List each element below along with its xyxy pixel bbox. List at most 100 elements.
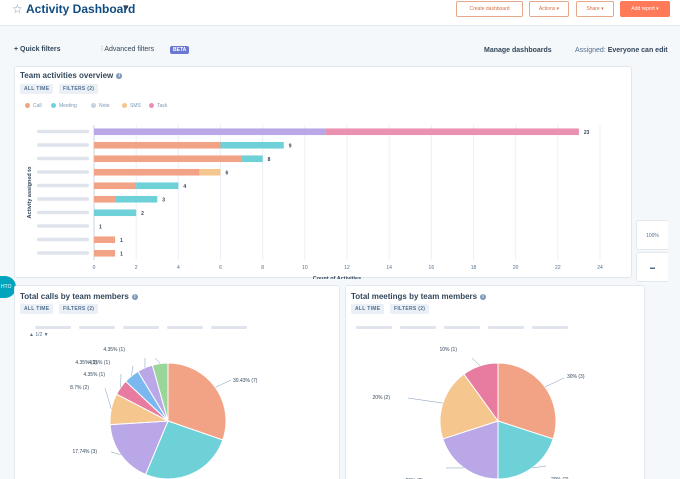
create-dashboard-button[interactable]: Create dashboard (456, 1, 523, 17)
bar-total-label: 23 (584, 130, 590, 136)
bar-total-label: 1 (120, 238, 123, 244)
bar-segment (94, 249, 116, 257)
share-button[interactable]: Share ▾ (576, 1, 614, 17)
filters-pill[interactable]: FILTERS (2) (59, 304, 99, 314)
pie-leader-line (407, 397, 443, 404)
bar-segment (94, 168, 200, 176)
x-tick-label: 12 (344, 265, 350, 271)
x-tick-label: 14 (386, 265, 392, 271)
legend-item-call: Call (25, 103, 42, 109)
info-icon[interactable]: i (480, 294, 487, 300)
pie-slice-label: 30.43% (7) (233, 378, 258, 384)
meetings-pie-chart: 30% (3)20% (2)20% (2)20% (2)10% (1) (356, 326, 585, 479)
legend-label: Meeting (59, 103, 77, 109)
x-tick-label: 6 (219, 265, 222, 271)
bar-total-label: 4 (183, 184, 186, 190)
info-icon[interactable]: i (116, 73, 123, 79)
date-range-pill[interactable]: ALL TIME (351, 304, 385, 314)
favorite-star-icon[interactable]: ☆ (12, 2, 23, 16)
info-icon[interactable]: i (131, 294, 138, 300)
date-range-pill[interactable]: ALL TIME (20, 304, 54, 314)
legend-label: Note (99, 103, 110, 109)
y-category-label-blurred (37, 210, 89, 215)
legend-item-blurred (211, 326, 247, 329)
chat-icon: ▬ (650, 265, 655, 271)
legend-item-blurred (488, 326, 524, 329)
advanced-filters-label: Advanced filters (104, 46, 155, 53)
pie-slice-label: 10% (1) (439, 347, 457, 353)
legend-dot (25, 103, 30, 108)
total-calls-card: Total calls by team members i ALL TIME FI… (14, 285, 340, 479)
x-tick-label: 16 (429, 265, 435, 271)
legend-item-note: Note (91, 103, 110, 109)
dashboard-title[interactable]: Activity Dashboard (26, 2, 136, 16)
legend-item-task: Task (149, 103, 167, 109)
zoom-side-button[interactable]: 100% (636, 220, 668, 250)
x-tick-label: 4 (177, 265, 180, 271)
pie-slice-label: 8.7% (2) (70, 385, 89, 391)
bar-total-label: 8 (268, 157, 271, 163)
pie-slice-label: 17.74% (3) (73, 449, 98, 455)
pie-slice (109, 420, 169, 476)
pie-slice-label: 4.35% (1) (103, 347, 125, 353)
chevron-down-icon[interactable]: ▾ (123, 2, 129, 14)
legend-label: Call (33, 103, 42, 109)
left-help-tab[interactable]: HTO (0, 276, 16, 298)
card-title: Total meetings by team members i (351, 292, 487, 301)
pie-leader-line (471, 357, 481, 367)
x-tick-label: 22 (555, 265, 561, 271)
legend-item-blurred (356, 326, 392, 329)
bar-total-label: 3 (162, 197, 165, 203)
bar-total-label: 9 (289, 143, 292, 149)
y-category-label-blurred (37, 129, 89, 134)
bar-segment (136, 182, 179, 190)
pie-slice (144, 420, 224, 479)
total-meetings-card: Total meetings by team members i ALL TIME… (345, 285, 645, 479)
bar-segment (199, 168, 221, 176)
advanced-filters-button[interactable]: ⫶ Advanced filters (101, 46, 154, 54)
add-report-button[interactable]: Add report ▾ (620, 1, 670, 17)
bar-segment (94, 209, 137, 217)
bar-total-label: 6 (226, 170, 229, 176)
legend-dot (51, 103, 56, 108)
chat-side-button[interactable]: ▬ (636, 252, 668, 282)
x-tick-label: 20 (513, 265, 519, 271)
actions-button[interactable]: Actions ▾ (529, 1, 569, 17)
x-axis-title: Count of Activities (313, 276, 361, 279)
x-tick-label: 0 (93, 265, 96, 271)
pie-leader-line (532, 465, 547, 469)
bar-segment (94, 128, 326, 136)
legend-item-blurred (532, 326, 568, 329)
y-category-label-blurred (37, 237, 89, 242)
card-title-text: Total meetings by team members (351, 292, 478, 301)
legend-pager[interactable]: ▲ 1/2 ▼ (29, 332, 49, 338)
pie-leader-line (544, 377, 565, 388)
manage-dashboards-link[interactable]: Manage dashboards (484, 47, 552, 54)
y-category-label-blurred (37, 183, 89, 188)
calls-pie-chart: 30.43% (7)17.74% (3)8.7% (2)4.35% (1)4.3… (35, 326, 258, 479)
y-category-label-blurred (37, 197, 89, 201)
date-range-pill[interactable]: ALL TIME (20, 84, 54, 94)
y-category-label-blurred (37, 251, 89, 255)
x-tick-label: 24 (597, 265, 603, 271)
y-category-label-blurred (37, 170, 89, 174)
y-category-label-blurred (37, 143, 89, 147)
team-activities-card: Team activities overview i ALL TIME FILTE… (14, 66, 632, 279)
bar-segment (220, 141, 284, 149)
pie-leader-line (131, 365, 134, 376)
assigned-label: Assigned: (575, 47, 606, 54)
legend-dot (149, 103, 154, 108)
assigned-value-link[interactable]: Everyone can edit (607, 47, 668, 54)
bar-segment (241, 155, 263, 163)
filters-pill[interactable]: FILTERS (2) (59, 84, 99, 94)
x-tick-label: 2 (135, 265, 138, 271)
filters-pill[interactable]: FILTERS (2) (390, 304, 430, 314)
quick-filters-button[interactable]: + Quick filters (14, 46, 61, 53)
legend-item-meeting: Meeting (51, 103, 77, 109)
bar-total-label: 1 (120, 251, 123, 257)
legend-item-sms: SMS (122, 103, 141, 109)
x-tick-label: 18 (471, 265, 477, 271)
y-category-label-blurred (37, 156, 89, 161)
legend-dot (122, 103, 127, 108)
legend-item-blurred (79, 326, 115, 329)
